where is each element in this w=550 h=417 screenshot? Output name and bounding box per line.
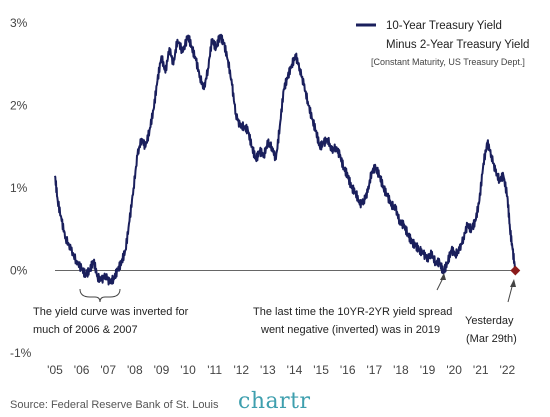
arrowhead-2019 (440, 273, 446, 280)
yesterday-marker (510, 265, 521, 276)
annotation-bracket (79, 288, 121, 303)
x-tick-label: '07 (100, 363, 116, 377)
annotation-2019-line2: went negative (inverted) was in 2019 (260, 324, 440, 336)
x-tick-label: '22 (500, 363, 516, 377)
x-axis-ticks: '05 '06 '07 '08 '09 '10 '11 '12 '13 '14 '15 '16 '17 '… (47, 363, 515, 377)
x-tick-label: '14 (287, 363, 303, 377)
annotation-yesterday: Yesterday (Mar 29th) (465, 279, 517, 345)
source-text: Source: Federal Reserve Bank of St. Loui… (10, 399, 219, 411)
x-tick-label: '12 (233, 363, 249, 377)
legend: 10-Year Treasury Yield Minus 2-Year Trea… (356, 20, 529, 67)
x-tick-label: '08 (127, 363, 143, 377)
chartr-logo: chartr (238, 389, 310, 414)
annotation-2006-line2: much of 2006 & 2007 (33, 324, 138, 336)
legend-note: [Constant Maturity, US Treasury Dept.] (371, 57, 525, 67)
x-tick-label: '06 (74, 363, 90, 377)
annotation-yesterday-line1: Yesterday (465, 315, 514, 327)
x-tick-label: '21 (473, 363, 489, 377)
y-tick-label: 1% (10, 181, 28, 195)
x-tick-label: '05 (47, 363, 63, 377)
legend-label-line1: 10-Year Treasury Yield (386, 20, 502, 32)
x-tick-label: '15 (313, 363, 329, 377)
series-line-10y-minus-2y (54, 33, 517, 286)
annotation-2019-line1: The last time the 10YR-2YR yield spread (253, 306, 452, 318)
y-tick-label: 0% (10, 264, 28, 278)
x-tick-label: '18 (393, 363, 409, 377)
y-tick-label: -1% (10, 346, 32, 360)
x-tick-label: '19 (420, 363, 436, 377)
x-tick-label: '11 (207, 363, 222, 377)
y-tick-label: 3% (10, 16, 28, 30)
arrowhead-yesterday (510, 279, 516, 287)
annotation-2019-negative: The last time the 10YR-2YR yield spread … (253, 273, 452, 336)
x-tick-label: '17 (366, 363, 382, 377)
annotation-2006-inversion: The yield curve was inverted for much of… (33, 288, 189, 336)
x-tick-label: '16 (340, 363, 356, 377)
legend-label-line2: Minus 2-Year Treasury Yield (386, 39, 529, 51)
y-axis-ticks: 3% 2% 1% 0% -1% (10, 16, 32, 360)
y-tick-label: 2% (10, 99, 28, 113)
x-tick-label: '09 (154, 363, 170, 377)
x-tick-label: '20 (446, 363, 462, 377)
x-tick-label: '10 (180, 363, 196, 377)
x-tick-label: '13 (260, 363, 276, 377)
annotation-yesterday-line2: (Mar 29th) (466, 333, 517, 345)
annotation-2006-line1: The yield curve was inverted for (33, 306, 189, 318)
